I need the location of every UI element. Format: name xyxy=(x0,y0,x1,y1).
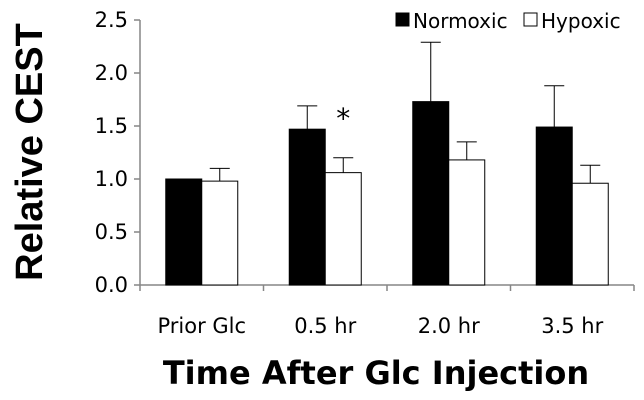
legend-swatch-normoxic xyxy=(395,12,410,27)
y-tick-label: 2.0 xyxy=(95,61,128,85)
bar-normoxic xyxy=(412,101,450,286)
y-axis-title: Relative CEST xyxy=(9,23,51,281)
x-tick-label: 3.5 hr xyxy=(541,314,603,338)
bars xyxy=(165,101,609,286)
bar-hypoxic xyxy=(448,159,486,286)
bar-normoxic xyxy=(535,126,573,286)
y-tick-label: 0.5 xyxy=(95,220,128,244)
x-axis-title: Time After Glc Injection xyxy=(163,354,589,392)
legend-label-hypoxic: Hypoxic xyxy=(541,9,621,33)
y-tick-label: 0.0 xyxy=(95,273,128,297)
y-ticks: 0.0 0.5 1.0 1.5 2.0 2.5 xyxy=(95,8,140,297)
bar-hypoxic xyxy=(201,180,239,286)
x-tick-label: Prior Glc xyxy=(157,314,246,338)
x-ticks: Prior Glc 0.5 hr 2.0 hr 3.5 hr xyxy=(139,285,635,338)
x-tick-label: 0.5 hr xyxy=(294,314,356,338)
bar-normoxic xyxy=(288,128,326,286)
legend: Normoxic Hypoxic xyxy=(395,9,621,33)
y-tick-label: 1.0 xyxy=(95,167,128,191)
legend-label-normoxic: Normoxic xyxy=(413,9,508,33)
error-bars xyxy=(209,41,601,184)
bar-normoxic xyxy=(165,178,203,286)
bar-hypoxic xyxy=(324,172,362,286)
annotations: * xyxy=(336,102,350,135)
y-tick-label: 2.5 xyxy=(95,8,128,32)
bar-hypoxic xyxy=(571,182,609,286)
significance-marker: * xyxy=(336,102,350,135)
x-tick-label: 2.0 hr xyxy=(418,314,480,338)
legend-swatch-hypoxic xyxy=(523,12,538,27)
y-tick-label: 1.5 xyxy=(95,114,128,138)
